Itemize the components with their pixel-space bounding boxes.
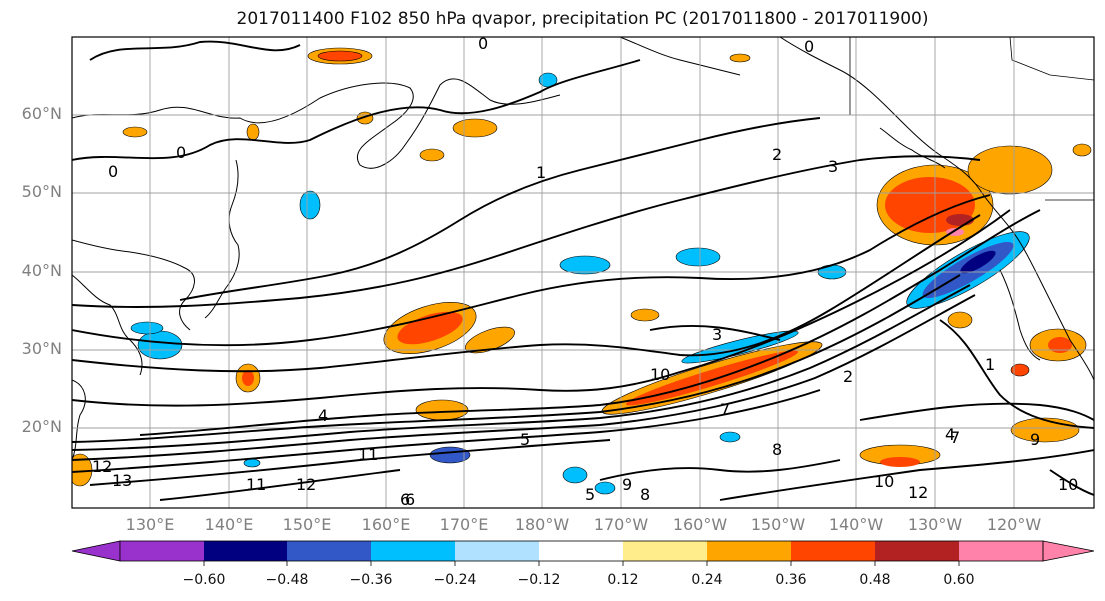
- contour-label: 0: [176, 143, 186, 162]
- contour-label: 0: [478, 34, 488, 53]
- contour-label: 10: [650, 365, 670, 384]
- contour-label: 6: [405, 490, 415, 509]
- colorbar-tick-label: −0.12: [517, 572, 561, 588]
- coastlines: [72, 37, 1094, 461]
- contour-label: 10: [874, 472, 894, 491]
- colorbar-extend-high: [1042, 540, 1095, 562]
- contour-label: 2: [772, 145, 782, 164]
- colorbar: [71, 540, 1095, 566]
- colorbar-swatch: [959, 541, 1043, 561]
- contour-label: 7: [950, 428, 960, 447]
- contour-label: 5: [520, 430, 530, 449]
- colorbar-tick-label: 0.48: [859, 572, 891, 588]
- contour-label: 8: [772, 440, 782, 459]
- contour-label: 3: [712, 325, 722, 344]
- contour-label: 0: [804, 37, 814, 56]
- contour-label: 1: [985, 355, 995, 374]
- contour-label: 13: [112, 471, 132, 490]
- lon-label: 160°E: [361, 515, 411, 534]
- contour-label: 6: [400, 490, 410, 509]
- colorbar-tick-label: −0.48: [265, 572, 309, 588]
- colorbar-swatch: [287, 541, 371, 561]
- contour-label: 0: [108, 162, 118, 181]
- lat-label-20n: 20°N: [21, 417, 62, 436]
- colorbar-swatch: [120, 541, 204, 561]
- colorbar-extend-low: [71, 540, 121, 562]
- lat-label-50n: 50°N: [21, 182, 62, 201]
- lon-label: 120°W: [986, 515, 1042, 534]
- lon-label: 150°E: [282, 515, 332, 534]
- colorbar-outline: [119, 540, 1044, 562]
- contour-label: 9: [1030, 430, 1040, 449]
- lat-label-60n: 60°N: [21, 104, 62, 123]
- colorbar-swatch: [455, 541, 539, 561]
- contour-label: 12: [92, 457, 112, 476]
- colorbar-tick-label: −0.24: [433, 572, 477, 588]
- map-plot-area: 0 0 0 0 1 2 3 3 2 1 4 5 6 7 8 9 10 11 12…: [72, 34, 1094, 509]
- lat-label-40n: 40°N: [21, 261, 62, 280]
- colorbar-swatch: [707, 541, 791, 561]
- lon-label: 140°E: [204, 515, 254, 534]
- colorbar-tick-label: −0.36: [349, 572, 393, 588]
- lon-label: 160°W: [672, 515, 728, 534]
- contour-label: 5: [585, 485, 595, 504]
- contour-labels: 0 0 0 0 1 2 3 3 2 1 4 5 6 7 8 9 10 11 12…: [92, 34, 1078, 509]
- lon-label: 180°W: [514, 515, 570, 534]
- map-title: 2017011400 F102 850 hPa qvapor, precipit…: [236, 9, 929, 29]
- lat-label-30n: 30°N: [21, 339, 62, 358]
- contour-label: 11: [358, 445, 378, 464]
- colorbar-swatch: [623, 541, 707, 561]
- colorbar-swatch: [371, 541, 455, 561]
- contour-label: 1: [536, 163, 546, 182]
- contour-label: 12: [908, 483, 928, 502]
- colorbar-tick-label: 0.24: [691, 572, 723, 588]
- colorbar-tick-label: 0.60: [943, 572, 975, 588]
- lon-label: 130°E: [125, 515, 175, 534]
- lon-label: 150°W: [750, 515, 806, 534]
- contour-label: 11: [246, 475, 266, 494]
- lon-label: 130°W: [907, 515, 963, 534]
- contour-label: 7: [720, 400, 730, 419]
- colorbar-swatch: [539, 541, 623, 561]
- colorbar-tick-label: 0.36: [775, 572, 807, 588]
- qvapor-contours: [72, 40, 1094, 501]
- graticule: [72, 37, 1094, 508]
- lon-label: 140°W: [828, 515, 884, 534]
- colorbar-swatch: [204, 541, 287, 561]
- colorbar-swatch: [791, 541, 875, 561]
- map-frame: [71, 36, 1095, 509]
- contour-label: 4: [945, 425, 955, 444]
- contour-label: 12: [296, 475, 316, 494]
- colorbar-tick-label: −0.60: [182, 572, 226, 588]
- contour-label: 10: [1058, 475, 1078, 494]
- lon-label: 170°E: [439, 515, 489, 534]
- contour-label: 2: [843, 367, 853, 386]
- colorbar-tick-label: 0.12: [607, 572, 639, 588]
- colorbar-swatch: [875, 541, 959, 561]
- contour-label: 3: [828, 157, 838, 176]
- contour-label: 4: [318, 406, 328, 425]
- contour-label: 8: [640, 485, 650, 504]
- contour-label: 9: [622, 475, 632, 494]
- lon-label: 170°W: [593, 515, 649, 534]
